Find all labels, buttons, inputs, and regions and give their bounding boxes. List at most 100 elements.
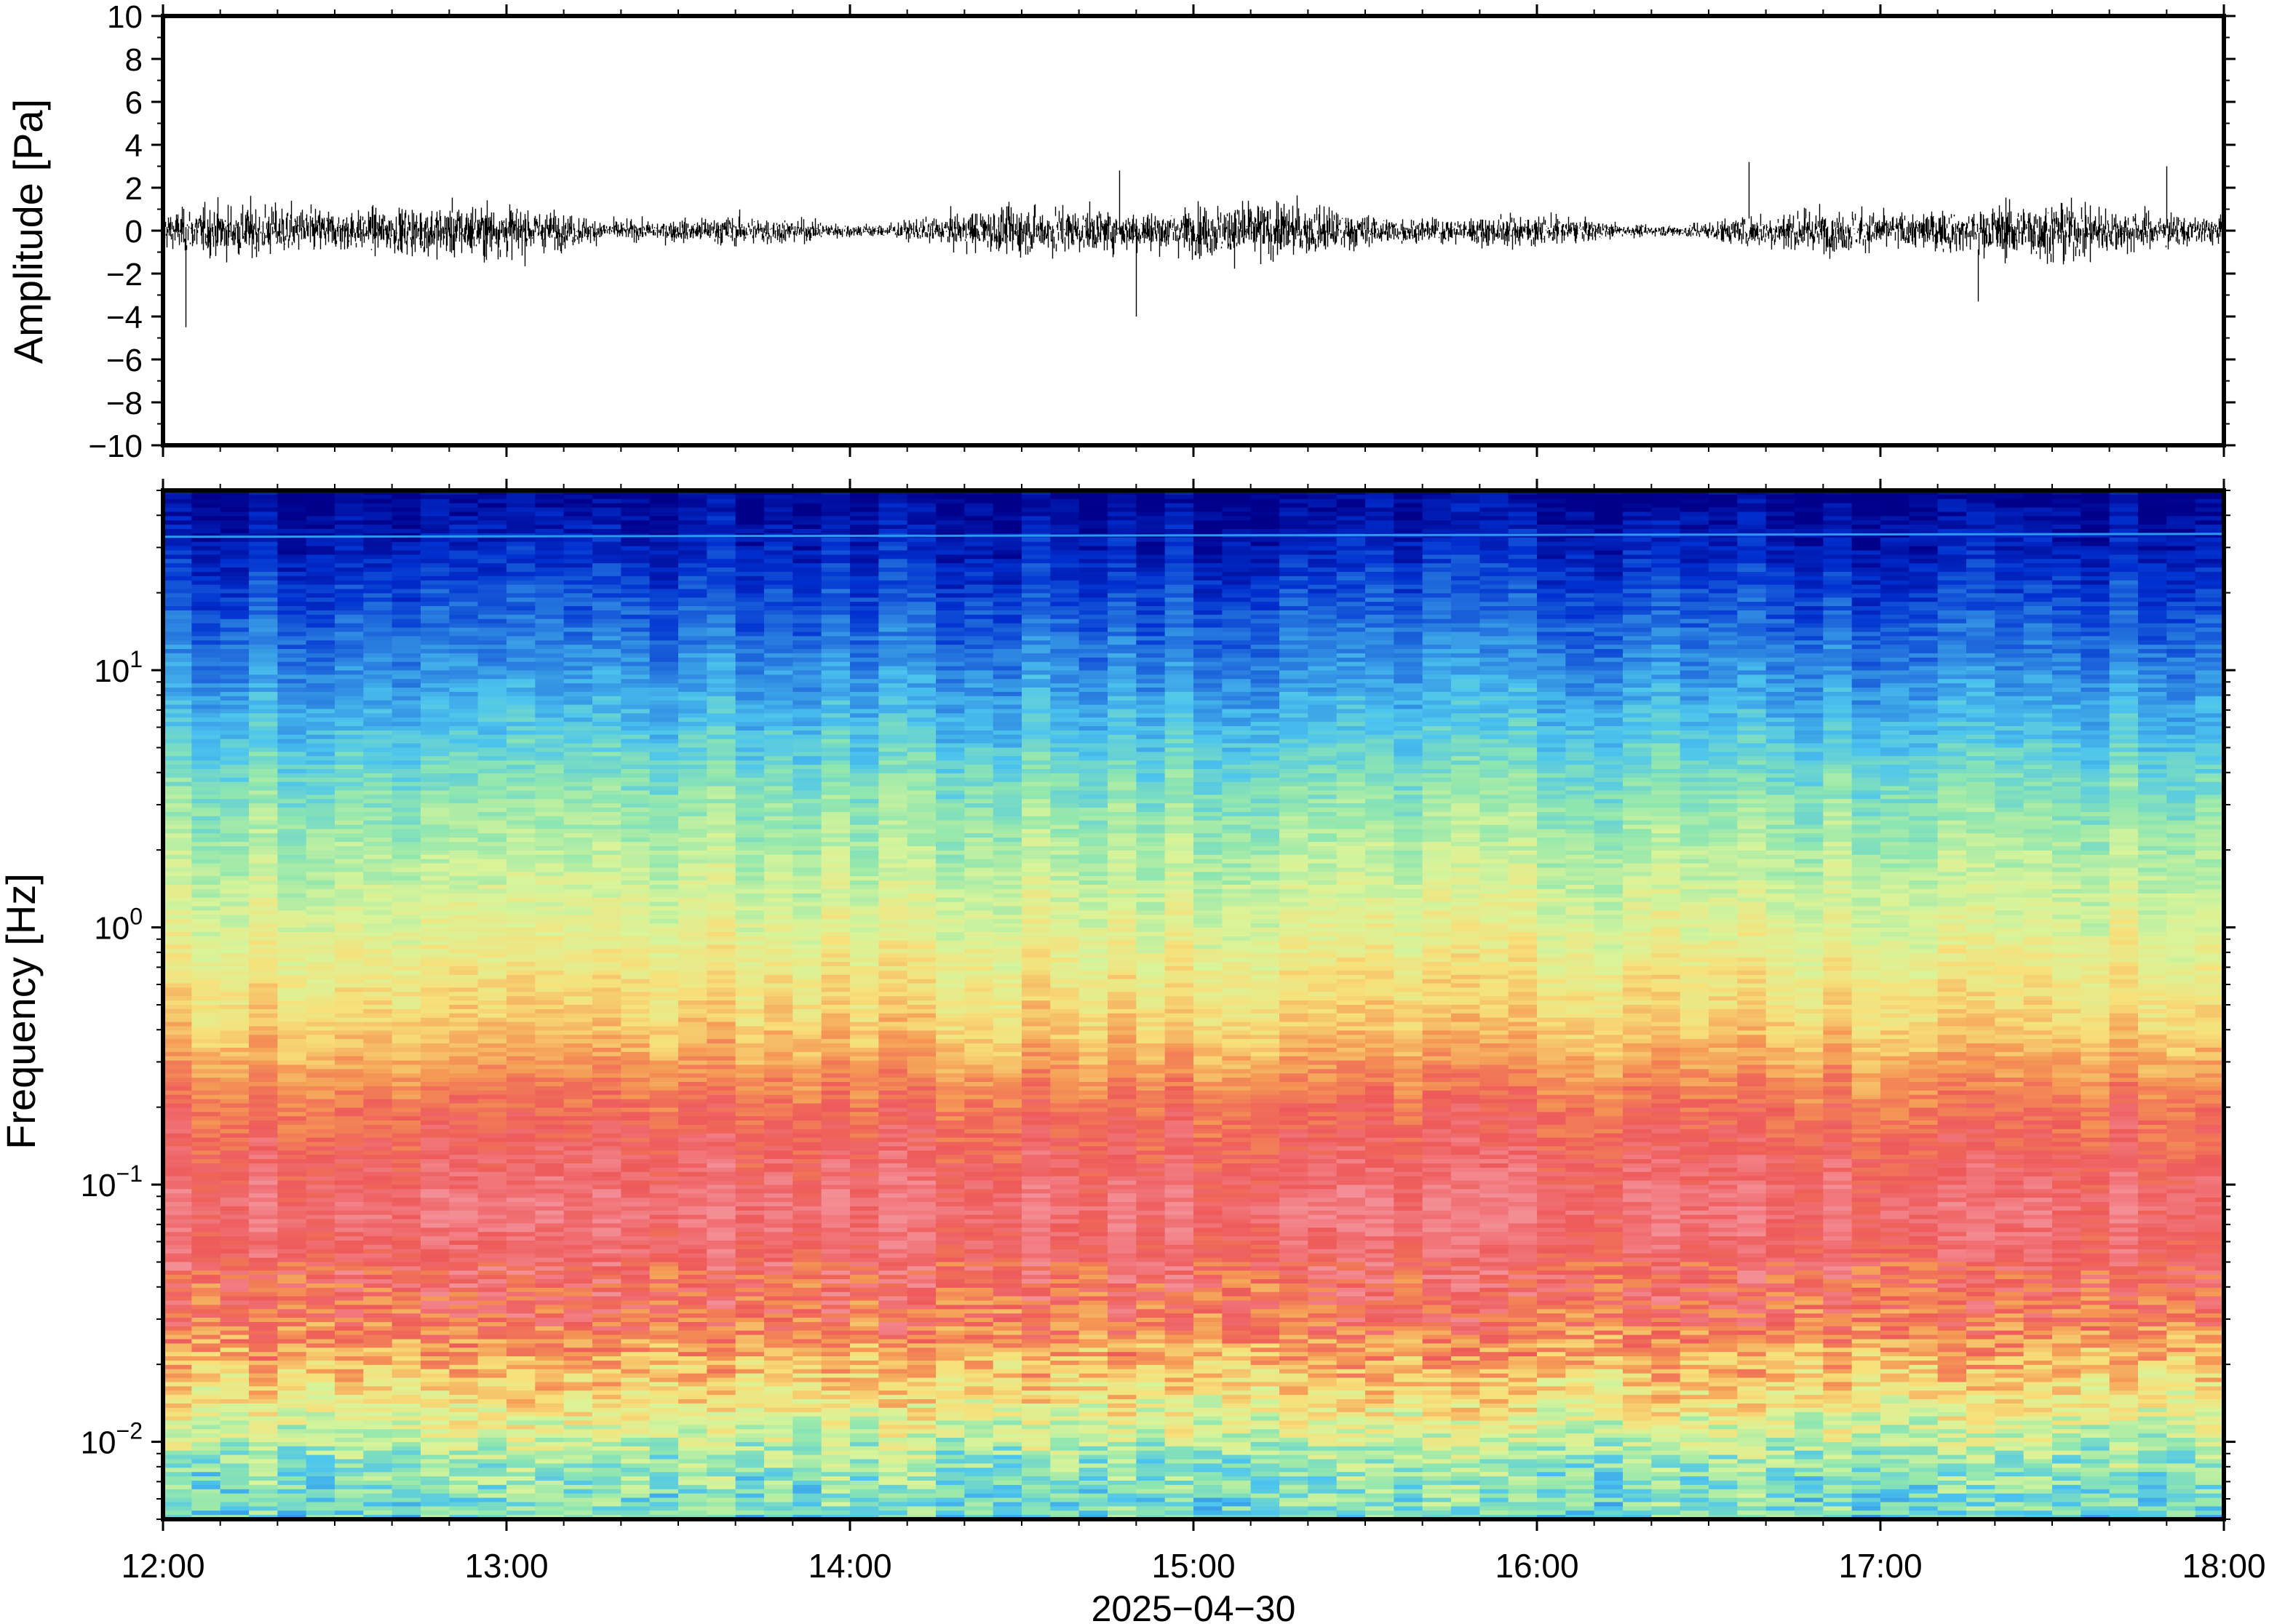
- spectrogram-cell: [1795, 666, 1824, 672]
- spectrogram-cell: [1966, 734, 1995, 740]
- spectrogram-cell: [449, 503, 479, 509]
- spectrogram-cell: [592, 507, 621, 513]
- spectrogram-cell: [1336, 670, 1366, 675]
- spectrogram-cell: [2109, 550, 2139, 555]
- spectrogram-cell: [1050, 568, 1080, 573]
- spectrogram-cell: [1765, 602, 1795, 607]
- spectrogram-cell: [1050, 537, 1080, 543]
- spectrogram-cell: [878, 674, 908, 680]
- spectrogram-cell: [1164, 661, 1194, 667]
- spectrogram-cell: [1365, 525, 1394, 530]
- spectrogram-cell: [1078, 584, 1108, 590]
- spectrogram-cell: [1164, 717, 1194, 723]
- spectrogram-cell: [735, 554, 765, 560]
- spectrogram-cell: [1022, 498, 1051, 504]
- spectrogram-cell: [477, 666, 507, 672]
- spectrogram-cell: [2166, 568, 2196, 573]
- spectrogram-cell: [1966, 576, 1995, 581]
- spectrogram-cell: [2081, 743, 2110, 749]
- spectrogram-cell: [936, 691, 965, 697]
- spectrogram-cell: [191, 765, 221, 770]
- spectrogram-cell: [1737, 661, 1767, 667]
- spectrogram-cell: [1136, 683, 1166, 688]
- spectrogram-cell: [1250, 730, 1280, 736]
- spectrogram-cell: [993, 494, 1022, 500]
- spectrogram-cell: [764, 722, 793, 727]
- spectrogram-cell: [335, 516, 364, 521]
- spectrogram-cell: [1394, 503, 1423, 509]
- spectrogram-cell: [449, 747, 479, 752]
- spectrogram-cell: [1966, 593, 1995, 598]
- spectrogram-cell: [1594, 537, 1624, 543]
- spectrogram-cell: [1164, 713, 1194, 718]
- spectrogram-cell: [363, 726, 393, 731]
- spectrogram-cell: [1537, 648, 1566, 654]
- spectrogram-cell: [735, 773, 765, 779]
- spectrogram-cell: [1022, 700, 1051, 706]
- spectrogram-cell: [477, 760, 507, 765]
- spectrogram-cell: [907, 537, 937, 543]
- spectrogram-cell: [936, 507, 965, 513]
- spectrogram-cell: [1565, 559, 1595, 564]
- spectrogram-cell: [449, 730, 479, 736]
- spectrogram-cell: [2081, 632, 2110, 637]
- spectrogram-cell: [535, 618, 565, 624]
- spectrogram-cell: [821, 734, 851, 740]
- spectrogram-cell: [649, 618, 679, 624]
- spectrogram-cell: [1422, 679, 1452, 684]
- spectrogram-cell: [936, 576, 965, 581]
- spectrogram-cell: [1508, 593, 1538, 598]
- spectrogram-cell: [1422, 704, 1452, 710]
- spectrogram-cell: [363, 525, 393, 530]
- spectrogram-cell: [2166, 768, 2196, 774]
- spectrogram-cell: [449, 674, 479, 680]
- spectrogram-cell: [1880, 661, 1910, 667]
- spectrogram-cell: [878, 696, 908, 701]
- spectrogram-cell: [1164, 747, 1194, 752]
- spectrogram-cell: [1765, 563, 1795, 568]
- spectrogram-cell: [1193, 679, 1223, 684]
- spectrogram-cell: [792, 683, 822, 688]
- spectrogram-cell: [2081, 722, 2110, 727]
- spectrogram-cell: [1651, 627, 1681, 633]
- spectrogram-cell: [277, 623, 307, 629]
- spectrogram-cell: [1250, 739, 1280, 744]
- spectrogram-cell: [249, 627, 278, 633]
- spectrogram-cell: [163, 756, 192, 761]
- spectrogram-cell: [1164, 610, 1194, 616]
- spectrogram-cell: [592, 717, 621, 723]
- spectrogram-cell: [1880, 657, 1910, 663]
- spectrogram-cell: [878, 657, 908, 663]
- spectrogram-cell: [792, 648, 822, 654]
- spectrogram-cell: [1136, 661, 1166, 667]
- spectrogram-cell: [1479, 768, 1509, 774]
- spectrogram-cell: [1250, 752, 1280, 757]
- spectrogram-cell: [1022, 747, 1051, 752]
- spectrogram-cell: [1851, 765, 1881, 770]
- spectrogram-cell: [764, 691, 793, 697]
- spectrogram-cell: [191, 584, 221, 590]
- spectrogram-cell: [163, 739, 192, 744]
- spectrogram-cell: [2052, 752, 2081, 757]
- spectrogram-cell: [993, 627, 1022, 633]
- spectrogram-cell: [1050, 640, 1080, 645]
- spectrogram-cell: [1136, 691, 1166, 697]
- spectrogram-cell: [1709, 666, 1738, 672]
- spectrogram-cell: [1823, 679, 1853, 684]
- spectrogram-cell: [2138, 571, 2167, 577]
- spectrogram-cell: [1250, 691, 1280, 697]
- spectrogram-cell: [850, 661, 879, 667]
- spectrogram-cell: [1594, 670, 1624, 675]
- spectrogram-cell: [1365, 494, 1394, 500]
- spectrogram-cell: [1451, 512, 1480, 517]
- spectrogram-cell: [936, 512, 965, 517]
- spectrogram-cell: [1451, 648, 1480, 654]
- spectrogram-cell: [1250, 498, 1280, 504]
- spectrogram-cell: [2023, 576, 2053, 581]
- spectrogram-cell: [1050, 559, 1080, 564]
- spectrogram-cell: [1193, 777, 1223, 783]
- spectrogram-cell: [1823, 525, 1853, 530]
- spectrogram-cell: [163, 576, 192, 581]
- spectrogram-cell: [1479, 691, 1509, 697]
- spectrogram-cell: [249, 691, 278, 697]
